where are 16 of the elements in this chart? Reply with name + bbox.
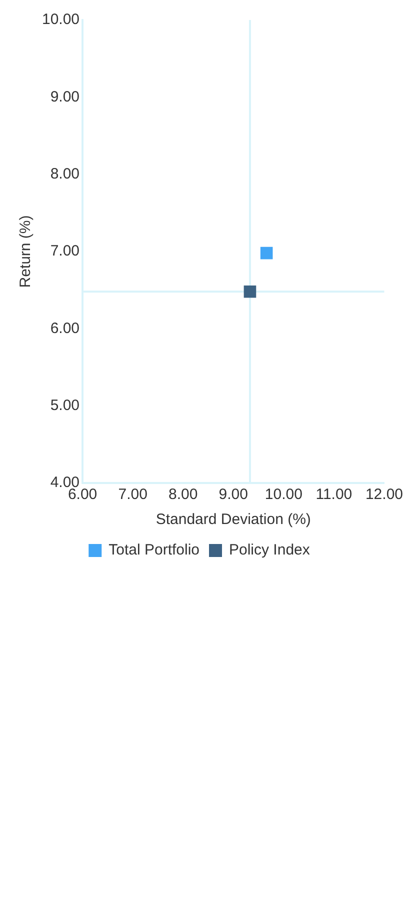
legend-label: Policy Index xyxy=(229,542,310,559)
x-axis-title: Standard Deviation (%) xyxy=(156,511,311,528)
y-axis-title: Return (%) xyxy=(17,215,34,288)
y-tick-label: 7.00 xyxy=(50,242,80,260)
x-tick-label: 11.00 xyxy=(316,486,352,504)
x-tick-label: 9.00 xyxy=(218,486,248,504)
x-tick-label: 10.00 xyxy=(264,486,302,504)
x-tick-label: 8.00 xyxy=(168,486,198,504)
y-tick-label: 5.00 xyxy=(50,396,80,414)
legend-label: Total Portfolio xyxy=(108,542,200,559)
y-tick-label: 10.00 xyxy=(42,11,80,28)
x-tick-label: 12.00 xyxy=(365,486,404,504)
x-tick-label: 7.00 xyxy=(118,486,148,504)
y-tick-label: 8.00 xyxy=(50,165,80,182)
y-tick-label: 6.00 xyxy=(50,320,80,337)
y-tick-label: 9.00 xyxy=(50,88,80,106)
